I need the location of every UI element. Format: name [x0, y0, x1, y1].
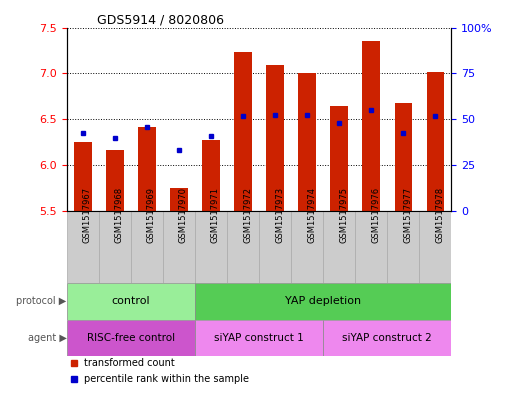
Bar — [427, 72, 444, 211]
Text: GSM1517978: GSM1517978 — [436, 187, 444, 243]
Bar — [106, 150, 124, 211]
Bar — [291, 211, 323, 283]
Bar — [420, 211, 451, 283]
Bar — [323, 211, 355, 283]
Text: GSM1517969: GSM1517969 — [147, 187, 156, 243]
Text: GSM1517970: GSM1517970 — [179, 187, 188, 243]
Bar — [202, 140, 220, 211]
Bar — [234, 52, 252, 211]
Bar — [266, 65, 284, 211]
Bar — [67, 320, 195, 356]
Bar — [131, 211, 163, 283]
Text: YAP depletion: YAP depletion — [285, 296, 361, 307]
Bar — [355, 211, 387, 283]
Bar — [387, 211, 420, 283]
Text: GSM1517974: GSM1517974 — [307, 187, 316, 243]
Text: transformed count: transformed count — [84, 358, 175, 368]
Bar — [195, 283, 451, 320]
Bar — [330, 106, 348, 211]
Text: protocol ▶: protocol ▶ — [16, 296, 67, 307]
Text: GSM1517972: GSM1517972 — [243, 187, 252, 243]
Bar — [299, 73, 316, 211]
Bar — [74, 142, 91, 211]
Text: GSM1517977: GSM1517977 — [403, 187, 412, 243]
Bar — [67, 283, 195, 320]
Text: GSM1517967: GSM1517967 — [83, 187, 92, 243]
Text: siYAP construct 1: siYAP construct 1 — [214, 332, 304, 343]
Bar — [195, 320, 323, 356]
Bar — [227, 211, 259, 283]
Text: GSM1517975: GSM1517975 — [339, 187, 348, 243]
Bar — [195, 211, 227, 283]
Text: RISC-free control: RISC-free control — [87, 332, 175, 343]
Bar — [163, 211, 195, 283]
Bar — [394, 103, 412, 211]
Bar — [323, 320, 451, 356]
Text: control: control — [111, 296, 150, 307]
Text: GSM1517971: GSM1517971 — [211, 187, 220, 243]
Text: GDS5914 / 8020806: GDS5914 / 8020806 — [97, 13, 225, 26]
Text: GSM1517976: GSM1517976 — [371, 187, 380, 243]
Text: GSM1517973: GSM1517973 — [275, 187, 284, 243]
Text: GSM1517968: GSM1517968 — [115, 187, 124, 243]
Text: agent ▶: agent ▶ — [28, 332, 67, 343]
Bar — [138, 127, 155, 211]
Bar — [98, 211, 131, 283]
Bar — [67, 211, 98, 283]
Bar — [259, 211, 291, 283]
Bar — [363, 41, 380, 211]
Text: percentile rank within the sample: percentile rank within the sample — [84, 374, 249, 384]
Text: siYAP construct 2: siYAP construct 2 — [343, 332, 432, 343]
Bar — [170, 188, 188, 211]
